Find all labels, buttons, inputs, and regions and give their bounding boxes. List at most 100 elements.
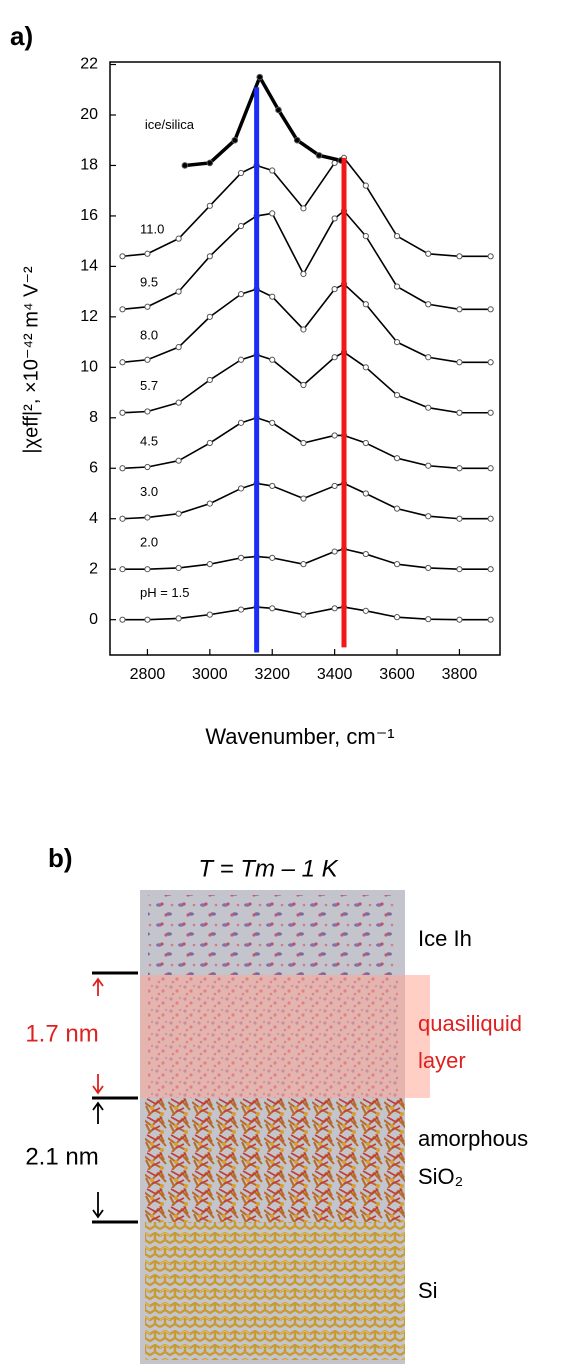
data-point — [393, 283, 401, 290]
data-point — [315, 152, 323, 159]
y-tick-label: 6 — [89, 459, 98, 476]
layer-label: quasiliquid — [418, 1011, 522, 1036]
data-point — [275, 106, 282, 114]
data-point — [269, 356, 276, 363]
data-point — [206, 313, 213, 320]
data-point — [175, 288, 182, 295]
series-line — [184, 75, 342, 168]
panel-label: b) — [48, 843, 73, 873]
x-tick-label: 2800 — [130, 666, 166, 683]
data-point — [119, 616, 126, 623]
layer-label: layer — [418, 1048, 466, 1073]
y-tick-label: 18 — [80, 157, 98, 174]
data-point — [175, 399, 182, 406]
data-point — [300, 611, 307, 618]
data-point — [237, 222, 245, 230]
panel-a: a) Wavenumber, cm⁻¹ |χeff|², ×10⁻⁴² m⁴ V… — [10, 21, 501, 749]
dimension-arrow — [92, 1101, 104, 1219]
x-axis-title: Wavenumber, cm⁻¹ — [205, 724, 394, 749]
data-point — [393, 391, 401, 399]
layer-label: Ice Ih — [418, 926, 472, 951]
y-tick-label: 8 — [89, 409, 98, 426]
si-layer — [145, 1222, 405, 1360]
plot-frame — [109, 61, 501, 656]
series-label: 5.7 — [140, 378, 158, 393]
ice-layer — [148, 895, 398, 975]
data-point — [237, 485, 245, 492]
dimension-label: 1.7 nm — [25, 1020, 98, 1047]
layer-label: amorphous — [418, 1126, 528, 1151]
data-point — [206, 159, 214, 167]
data-point — [487, 409, 494, 416]
data-point — [300, 205, 307, 212]
series-label: 3.0 — [140, 484, 158, 499]
x-tick-label: 3200 — [254, 666, 290, 683]
data-point — [144, 463, 151, 471]
data-point — [456, 306, 463, 313]
data-point — [425, 301, 432, 308]
data-point — [425, 564, 432, 572]
data-point — [331, 286, 338, 293]
data-point — [144, 303, 151, 310]
data-point — [487, 515, 494, 522]
data-point — [393, 561, 401, 568]
data-point — [269, 293, 276, 300]
dimension-label: 2.1 nm — [25, 1143, 98, 1170]
layer-label: SiO₂ — [418, 1164, 463, 1189]
data-point — [144, 566, 151, 573]
y-tick-label: 12 — [80, 308, 98, 325]
data-point — [237, 419, 245, 426]
data-point — [487, 566, 494, 573]
data-point — [331, 215, 338, 222]
series-label: 2.0 — [140, 535, 158, 550]
data-point — [456, 409, 463, 416]
y-axis-title: |χeff|², ×10⁻⁴² m⁴ V⁻² — [20, 266, 42, 454]
data-point — [119, 359, 126, 366]
data-point — [487, 253, 494, 260]
data-point — [181, 162, 189, 169]
x-tick-label: 3800 — [442, 666, 478, 683]
data-point — [425, 462, 432, 469]
data-point — [362, 364, 369, 371]
data-point — [487, 359, 494, 366]
data-point — [362, 301, 369, 308]
data-point — [300, 439, 307, 447]
data-point — [456, 515, 463, 522]
data-point — [300, 495, 307, 502]
data-point — [393, 455, 401, 462]
data-point — [119, 515, 126, 522]
data-point — [293, 136, 301, 144]
x-tick-label: 3600 — [379, 666, 415, 683]
data-point — [331, 605, 338, 612]
data-point — [175, 615, 182, 622]
data-point — [393, 233, 401, 240]
data-point — [331, 354, 338, 361]
dimension-arrow — [92, 977, 104, 1095]
data-point — [456, 359, 463, 366]
data-point — [362, 550, 369, 558]
y-tick-label: 14 — [80, 258, 98, 275]
data-point — [206, 376, 213, 384]
data-point — [206, 500, 213, 507]
data-point — [175, 457, 182, 464]
data-point — [144, 616, 151, 623]
data-point — [487, 465, 494, 472]
data-point — [362, 233, 369, 240]
data-point — [237, 356, 245, 363]
data-point — [331, 548, 338, 555]
data-point — [119, 465, 126, 472]
data-point — [206, 561, 213, 568]
series-label: ice/silica — [145, 117, 195, 132]
data-point — [331, 482, 338, 490]
data-point — [300, 326, 307, 333]
data-point — [175, 510, 182, 517]
data-point — [456, 465, 463, 472]
data-point — [300, 270, 307, 278]
data-point — [425, 404, 432, 411]
data-point — [425, 616, 432, 623]
data-point — [456, 616, 463, 623]
data-point — [269, 210, 276, 217]
data-point — [175, 235, 182, 242]
y-tick-label: 10 — [80, 359, 98, 376]
